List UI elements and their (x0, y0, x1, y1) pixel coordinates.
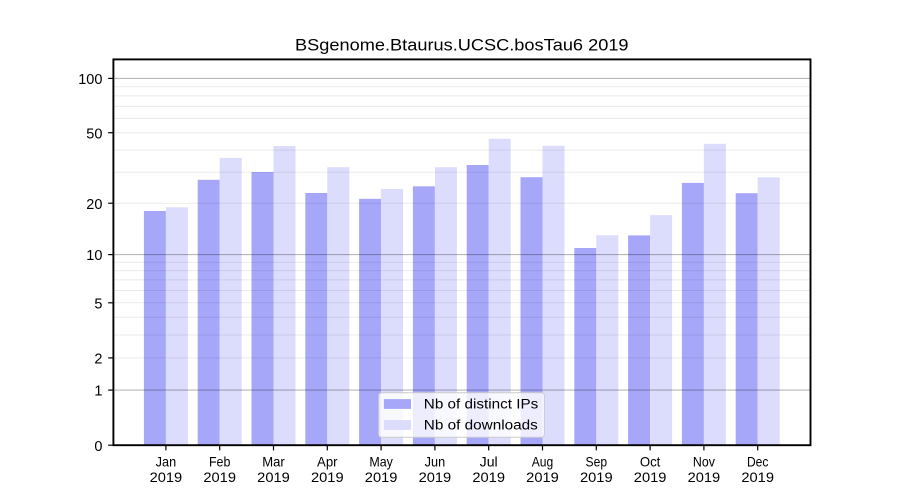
svg-text:2019: 2019 (203, 469, 236, 485)
svg-text:2019: 2019 (526, 469, 559, 485)
svg-text:10: 10 (86, 248, 102, 264)
svg-text:Nov: Nov (693, 453, 715, 469)
svg-text:20: 20 (86, 197, 102, 213)
svg-text:Jun: Jun (425, 453, 446, 469)
svg-text:Sep: Sep (586, 453, 608, 469)
svg-text:2019: 2019 (472, 469, 505, 485)
svg-text:2019: 2019 (257, 469, 290, 485)
svg-text:2019: 2019 (311, 469, 344, 485)
svg-text:2019: 2019 (419, 469, 452, 485)
svg-text:Jan: Jan (156, 453, 177, 469)
svg-text:BSgenome.Btaurus.UCSC.bosTau6: BSgenome.Btaurus.UCSC.bosTau6 2019 (295, 37, 629, 55)
svg-text:Nb of downloads: Nb of downloads (424, 418, 538, 433)
svg-text:5: 5 (94, 296, 102, 312)
svg-text:Mar: Mar (262, 453, 285, 469)
svg-text:Nb of distinct IPs: Nb of distinct IPs (424, 397, 539, 412)
svg-text:2019: 2019 (365, 469, 398, 485)
svg-text:50: 50 (86, 126, 102, 142)
svg-text:Jul: Jul (480, 453, 498, 469)
svg-text:100: 100 (78, 72, 102, 88)
svg-text:0: 0 (94, 439, 102, 455)
svg-text:May: May (369, 453, 393, 469)
svg-text:2019: 2019 (634, 469, 667, 485)
svg-text:Feb: Feb (209, 453, 231, 469)
svg-text:1: 1 (94, 384, 102, 400)
svg-text:Oct: Oct (640, 453, 661, 469)
svg-text:2: 2 (94, 352, 102, 368)
svg-text:Aug: Aug (532, 453, 554, 469)
svg-text:2019: 2019 (688, 469, 721, 485)
svg-text:Apr: Apr (317, 453, 338, 469)
svg-text:2019: 2019 (580, 469, 613, 485)
svg-text:Dec: Dec (747, 453, 769, 469)
svg-text:2019: 2019 (741, 469, 774, 485)
svg-text:2019: 2019 (150, 469, 183, 485)
